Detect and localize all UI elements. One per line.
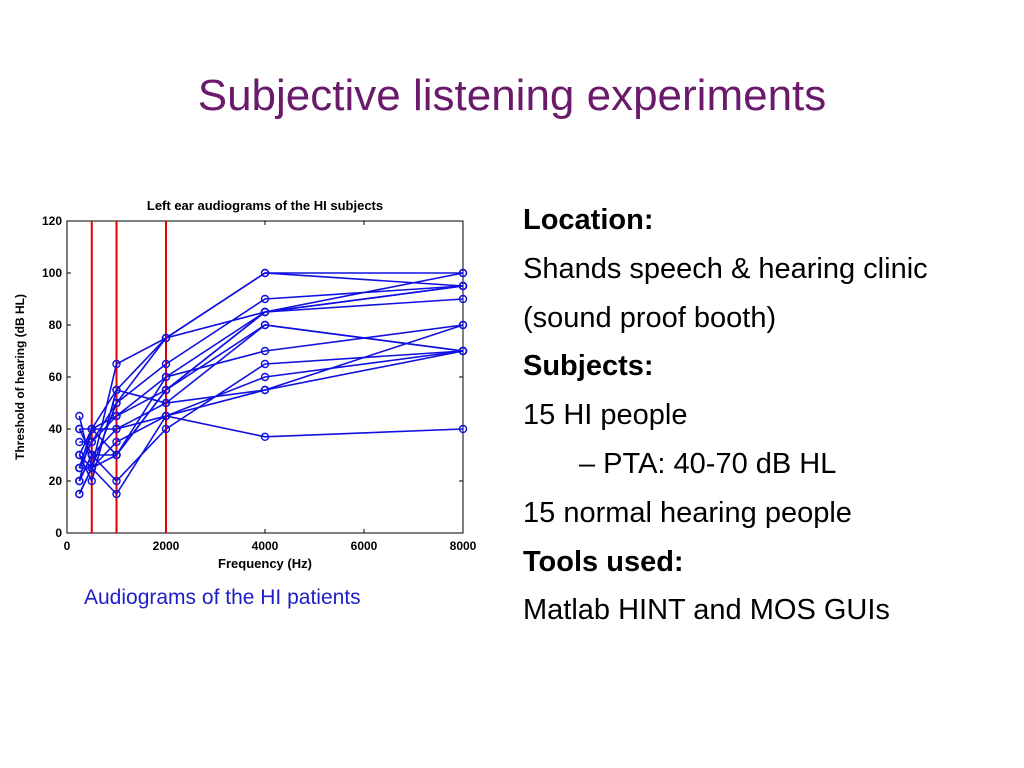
y-axis-label: Threshold of hearing (dB HL)	[13, 294, 27, 460]
data-point	[75, 489, 84, 499]
series-line	[78, 350, 464, 484]
series-line	[78, 285, 464, 469]
data-point	[75, 424, 84, 434]
data-point	[112, 359, 121, 369]
bullet-item: Matlab HINT and MOS GUIs	[523, 594, 890, 627]
audiogram-chart: Left ear audiograms of the HI subjects F…	[13, 198, 477, 571]
x-tick-label: 2000	[153, 539, 180, 553]
data-point	[87, 437, 96, 447]
data-point	[458, 424, 468, 434]
data-point	[87, 463, 96, 473]
bullet-heading: Tools used:	[523, 545, 684, 578]
x-tick-label: 6000	[351, 539, 378, 553]
y-tick-label: 60	[49, 370, 63, 384]
x-tick-label: 0	[64, 539, 71, 553]
chart-title: Left ear audiograms of the HI subjects	[147, 198, 383, 213]
data-point	[161, 333, 171, 343]
data-point	[161, 359, 171, 369]
series-line	[78, 285, 464, 482]
y-tick-label: 40	[49, 422, 63, 436]
data-point	[260, 432, 270, 441]
data-point	[161, 424, 171, 434]
data-point	[112, 489, 121, 499]
y-tick-label: 100	[42, 266, 62, 280]
y-tick-label: 120	[42, 214, 62, 228]
x-tick-label: 4000	[252, 539, 279, 553]
data-point	[112, 450, 121, 460]
data-point	[260, 268, 270, 278]
bullet-item: (sound proof booth)	[523, 301, 777, 334]
bullet-item: 15 normal hearing people	[523, 496, 852, 529]
data-point	[87, 476, 96, 486]
data-point	[112, 437, 121, 447]
data-point	[458, 281, 468, 291]
data-point	[75, 476, 84, 486]
series-line	[78, 285, 464, 482]
bullet-heading: Location:	[523, 204, 654, 236]
data-point	[112, 424, 121, 434]
data-point	[75, 463, 84, 473]
data-point	[260, 294, 270, 304]
data-point	[75, 450, 84, 460]
x-tick-label: 8000	[450, 539, 477, 553]
series-line	[78, 324, 464, 470]
data-point	[87, 450, 96, 460]
bullet-item: Shands speech & hearing clinic	[523, 252, 928, 285]
data-point	[260, 385, 270, 395]
slide-title: Subjective listening experiments	[197, 71, 827, 120]
data-point	[75, 411, 84, 421]
series-line	[78, 272, 464, 495]
series-line	[78, 324, 464, 469]
data-point	[112, 411, 121, 421]
data-point	[260, 320, 270, 330]
x-axis-label: Frequency (Hz)	[218, 556, 312, 571]
bullet-heading: Subjects:	[523, 350, 654, 383]
series-line	[79, 298, 464, 443]
data-point	[260, 359, 270, 369]
data-point	[260, 307, 270, 317]
y-tick-label: 20	[49, 474, 63, 488]
data-point	[112, 476, 121, 486]
data-point	[87, 424, 96, 434]
data-point	[260, 346, 270, 356]
y-tick-label: 80	[49, 318, 63, 332]
data-point	[161, 385, 171, 395]
data-point	[458, 268, 468, 278]
series-line	[79, 324, 464, 469]
data-point	[161, 411, 171, 421]
y-tick-label: 0	[55, 526, 62, 540]
bullet-item: 15 HI people	[523, 399, 688, 432]
data-point	[260, 372, 270, 382]
bullet-list: Location: Shands speech & hearing clinic (…	[523, 196, 1018, 635]
bullet-item: – PTA: 40-70 dB HL	[579, 447, 837, 480]
data-point	[458, 320, 468, 330]
data-point	[458, 346, 468, 356]
data-point	[112, 385, 121, 395]
data-point	[161, 372, 171, 382]
data-point	[112, 398, 121, 408]
chart-caption: Audiograms of the HI patients	[84, 586, 361, 609]
data-point	[161, 398, 171, 408]
data-point	[458, 294, 468, 304]
data-point	[75, 437, 84, 447]
